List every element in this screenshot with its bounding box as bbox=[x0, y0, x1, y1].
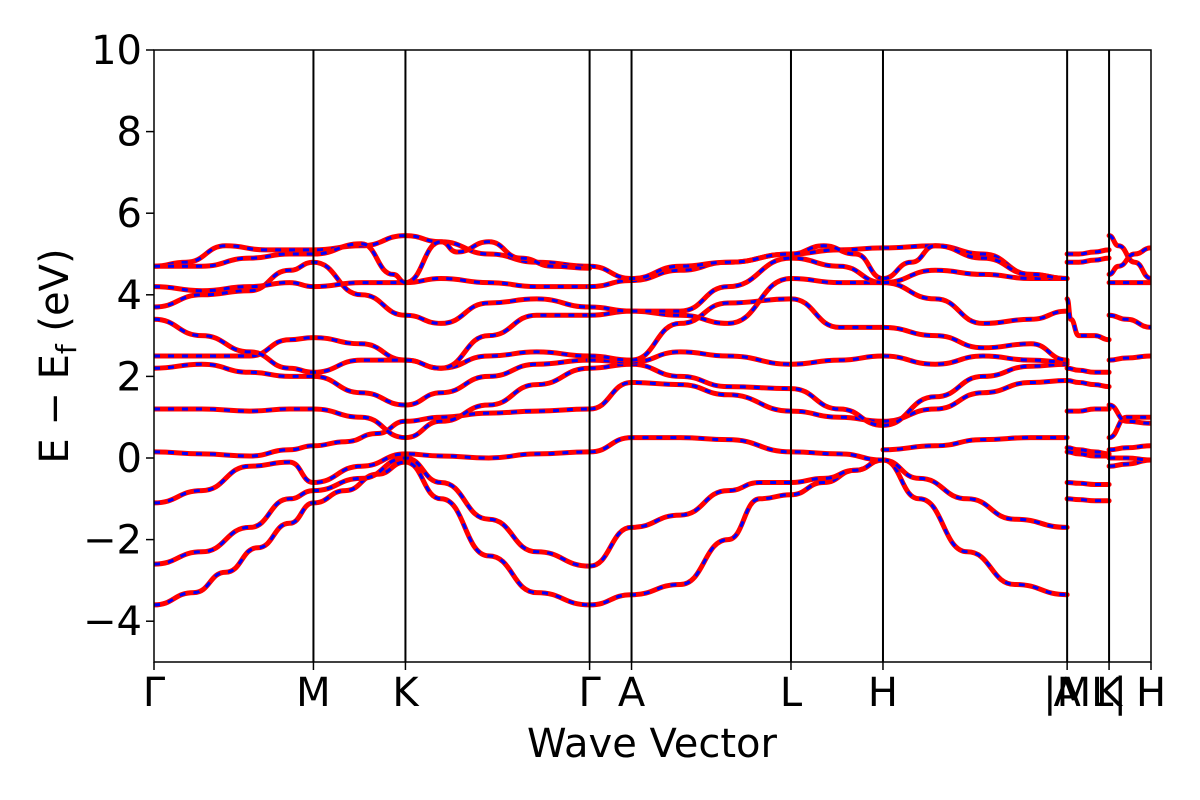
band-line-spin-down-16 bbox=[589, 350, 884, 366]
band-line-spin-down-36 bbox=[1067, 379, 1110, 389]
band-line-spin-down-29 bbox=[882, 244, 1068, 280]
band-line-spin-down-42 bbox=[1067, 256, 1110, 264]
band-line-spin-up-44 bbox=[1106, 233, 1151, 281]
band-line-spin-down-26 bbox=[882, 268, 1068, 285]
band-line-spin-down-34 bbox=[1065, 297, 1110, 342]
bands-layer bbox=[154, 233, 1151, 608]
band-line-spin-up-11 bbox=[880, 378, 1070, 424]
band-line-spin-down-39 bbox=[1067, 450, 1110, 458]
band-line-spin-down-27 bbox=[154, 276, 590, 293]
band-line-spin-down-12 bbox=[154, 366, 590, 440]
x-tick-label-2: K bbox=[392, 670, 420, 716]
band-line-spin-down-37 bbox=[1067, 407, 1110, 413]
band-line-spin-down-1 bbox=[589, 458, 884, 607]
band-line-spin-down-24 bbox=[154, 260, 590, 325]
band-line-spin-down-48 bbox=[1109, 354, 1151, 362]
x-tick-label-3: Γ bbox=[578, 670, 601, 716]
y-axis-label-main: E − E bbox=[32, 354, 78, 464]
band-line-spin-down-6 bbox=[154, 450, 590, 505]
band-line-spin-down-21 bbox=[154, 313, 590, 374]
y-tick-label-0: −4 bbox=[83, 599, 142, 645]
band-line-spin-down-41 bbox=[1067, 497, 1110, 503]
y-tick-label-3: 2 bbox=[117, 354, 142, 400]
band-line-spin-down-53 bbox=[1109, 456, 1151, 462]
band-line-spin-up-37 bbox=[1064, 406, 1112, 414]
band-line-spin-up-9 bbox=[154, 406, 593, 459]
band-line-spin-down-4 bbox=[589, 458, 884, 568]
x-tick-label-11: H bbox=[1136, 670, 1166, 716]
band-line-spin-down-20 bbox=[882, 325, 1068, 362]
band-line-spin-down-14 bbox=[882, 362, 1068, 427]
y-tick-label-6: 8 bbox=[117, 110, 142, 156]
x-tick-label-9: L| bbox=[1091, 670, 1127, 716]
band-line-spin-down-15 bbox=[154, 358, 590, 407]
x-tick-label-0: Γ bbox=[143, 670, 166, 716]
band-line-spin-down-35 bbox=[1067, 366, 1110, 374]
band-line-spin-down-31 bbox=[589, 244, 884, 281]
x-tick-label-7: A bbox=[1053, 670, 1081, 716]
y-axis-label-unit: (eV) bbox=[32, 248, 78, 344]
x-tick-label-6: H bbox=[868, 670, 898, 716]
y-tick-label-2: 0 bbox=[117, 436, 142, 482]
band-line-spin-down-51 bbox=[1109, 444, 1151, 452]
band-line-spin-up-53 bbox=[1106, 455, 1151, 463]
x-axis-label: Wave Vector bbox=[527, 721, 778, 767]
band-line-spin-down-43 bbox=[1067, 248, 1110, 256]
band-line-spin-down-2 bbox=[882, 458, 1068, 597]
y-axis-ticks: −4 −2 0 2 4 6 8 10 bbox=[83, 28, 154, 645]
high-symmetry-lines bbox=[312, 50, 1111, 662]
band-line-spin-down-52 bbox=[1109, 458, 1151, 468]
y-tick-label-4: 4 bbox=[117, 273, 142, 319]
x-tick-label-4: A bbox=[618, 670, 646, 716]
band-line-spin-down-23 bbox=[882, 281, 1068, 325]
x-tick-label-8: |M bbox=[1043, 670, 1091, 716]
plot-frame bbox=[153, 49, 1152, 663]
band-line-spin-up-0 bbox=[154, 459, 593, 608]
band-line-spin-down-18 bbox=[154, 336, 590, 370]
band-line-spin-down-47 bbox=[1109, 313, 1151, 329]
band-line-spin-down-32 bbox=[882, 244, 1068, 280]
band-line-spin-down-17 bbox=[882, 354, 1068, 366]
band-line-spin-down-38 bbox=[1067, 446, 1110, 456]
y-tick-label-5: 6 bbox=[117, 191, 142, 237]
band-line-spin-down-5 bbox=[882, 458, 1068, 529]
y-tick-label-7: 10 bbox=[91, 28, 142, 74]
x-tick-label-10: K bbox=[1096, 670, 1124, 716]
band-line-spin-down-8 bbox=[882, 436, 1068, 452]
y-axis-label: E − Ef (eV) bbox=[32, 248, 83, 463]
x-axis-ticks: Γ M K Γ A L H A|M L|K H bbox=[143, 662, 1166, 716]
band-line-spin-up-50 bbox=[1106, 402, 1151, 426]
y-axis-label-sub: f bbox=[50, 343, 83, 354]
band-line-spin-down-45 bbox=[1108, 246, 1151, 276]
band-line-spin-down-40 bbox=[1067, 481, 1110, 486]
band-line-spin-down-49 bbox=[1108, 415, 1151, 440]
band-line-spin-up-41 bbox=[1064, 496, 1112, 504]
band-line-spin-down-3 bbox=[154, 456, 590, 568]
x-tick-label-1: M bbox=[296, 670, 331, 716]
x-tick-label-5: L bbox=[780, 670, 803, 716]
y-tick-label-1: −2 bbox=[83, 518, 142, 564]
band-line-spin-up-40 bbox=[1064, 480, 1112, 487]
band-line-spin-down-33 bbox=[154, 240, 590, 285]
